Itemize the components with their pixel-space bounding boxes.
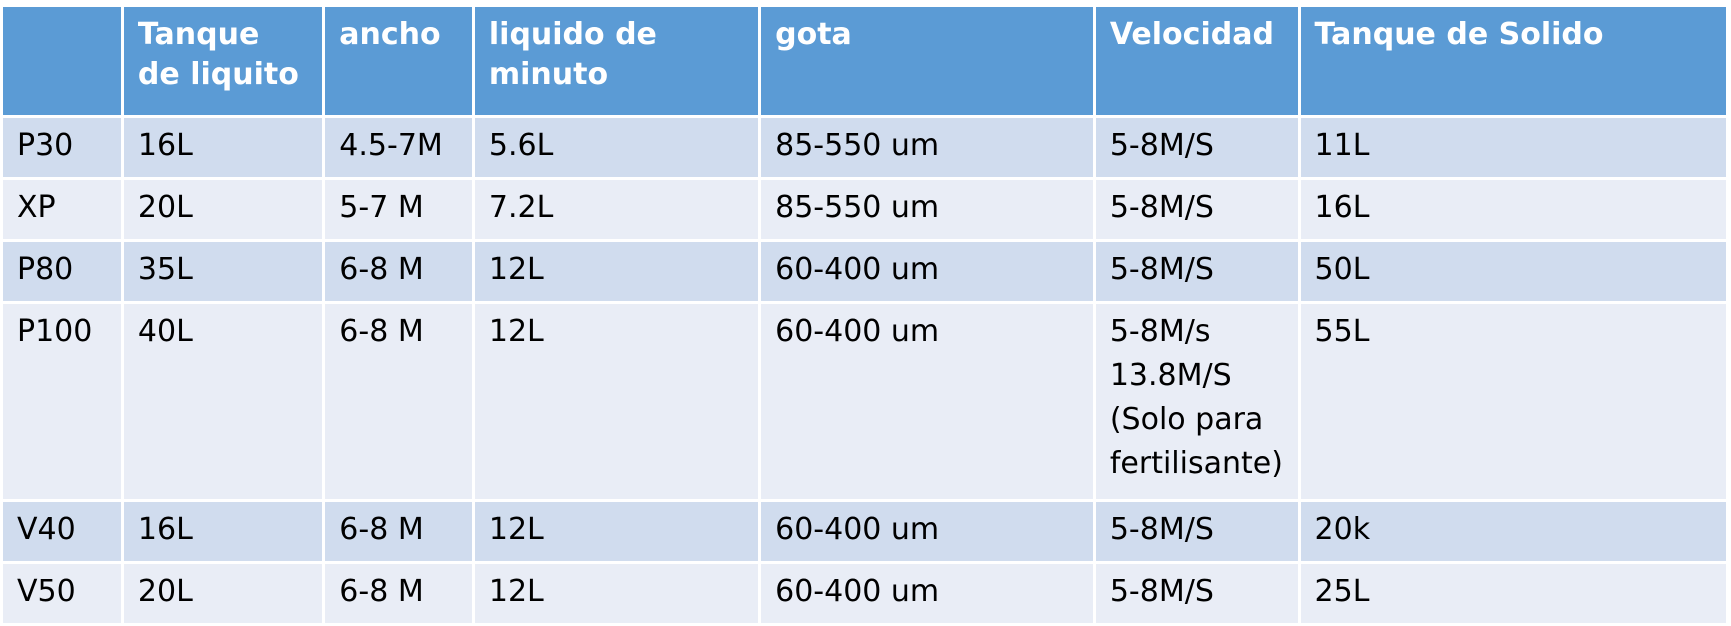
cell-flow-rate: 12L: [474, 242, 759, 301]
cell-flow-rate: 12L: [474, 304, 759, 499]
cell-droplet: 60-400 um: [761, 304, 1093, 499]
cell-liquid-tank: 20L: [123, 564, 323, 623]
spec-table: Tanque de liquito ancho liquido de minut…: [0, 4, 1729, 626]
header-cell-flow-rate: liquido de minuto: [474, 7, 759, 115]
cell-width: 6-8 M: [325, 502, 472, 561]
table-row: P100 40L 6-8 M 12L 60-400 um 5-8M/s 13.8…: [3, 304, 1726, 499]
header-cell-width: ancho: [325, 7, 472, 115]
cell-speed: 5-8M/S: [1095, 242, 1298, 301]
cell-model: P30: [3, 118, 121, 177]
header-cell-droplet: gota: [761, 7, 1093, 115]
cell-width: 6-8 M: [325, 304, 472, 499]
table-row: P80 35L 6-8 M 12L 60-400 um 5-8M/S 50L: [3, 242, 1726, 301]
cell-flow-rate: 7.2L: [474, 180, 759, 239]
cell-flow-rate: 12L: [474, 564, 759, 623]
cell-droplet: 85-550 um: [761, 180, 1093, 239]
table-row: V40 16L 6-8 M 12L 60-400 um 5-8M/S 20k: [3, 502, 1726, 561]
cell-solid-tank: 55L: [1300, 304, 1726, 499]
cell-solid-tank: 16L: [1300, 180, 1726, 239]
cell-speed: 5-8M/s 13.8M/S (Solo para fertilisante): [1095, 304, 1298, 499]
header-cell-model: [3, 7, 121, 115]
cell-droplet: 60-400 um: [761, 564, 1093, 623]
cell-flow-rate: 12L: [474, 502, 759, 561]
table-row: V50 20L 6-8 M 12L 60-400 um 5-8M/S 25L: [3, 564, 1726, 623]
header-cell-liquid-tank: Tanque de liquito: [123, 7, 323, 115]
cell-solid-tank: 20k: [1300, 502, 1726, 561]
cell-liquid-tank: 20L: [123, 180, 323, 239]
cell-speed: 5-8M/S: [1095, 564, 1298, 623]
cell-liquid-tank: 16L: [123, 118, 323, 177]
cell-width: 6-8 M: [325, 564, 472, 623]
cell-droplet: 60-400 um: [761, 242, 1093, 301]
cell-solid-tank: 11L: [1300, 118, 1726, 177]
cell-width: 4.5-7M: [325, 118, 472, 177]
cell-model: P100: [3, 304, 121, 499]
cell-model: XP: [3, 180, 121, 239]
table-row: XP 20L 5-7 M 7.2L 85-550 um 5-8M/S 16L: [3, 180, 1726, 239]
cell-solid-tank: 25L: [1300, 564, 1726, 623]
cell-speed: 5-8M/S: [1095, 118, 1298, 177]
cell-model: P80: [3, 242, 121, 301]
cell-liquid-tank: 40L: [123, 304, 323, 499]
table-row: P30 16L 4.5-7M 5.6L 85-550 um 5-8M/S 11L: [3, 118, 1726, 177]
cell-solid-tank: 50L: [1300, 242, 1726, 301]
cell-speed: 5-8M/S: [1095, 502, 1298, 561]
cell-flow-rate: 5.6L: [474, 118, 759, 177]
cell-model: V40: [3, 502, 121, 561]
cell-liquid-tank: 35L: [123, 242, 323, 301]
header-cell-solid-tank: Tanque de Solido: [1300, 7, 1726, 115]
header-row: Tanque de liquito ancho liquido de minut…: [3, 7, 1726, 115]
cell-liquid-tank: 16L: [123, 502, 323, 561]
cell-droplet: 85-550 um: [761, 118, 1093, 177]
cell-width: 5-7 M: [325, 180, 472, 239]
cell-width: 6-8 M: [325, 242, 472, 301]
cell-droplet: 60-400 um: [761, 502, 1093, 561]
header-cell-speed: Velocidad: [1095, 7, 1298, 115]
cell-speed: 5-8M/S: [1095, 180, 1298, 239]
cell-model: V50: [3, 564, 121, 623]
